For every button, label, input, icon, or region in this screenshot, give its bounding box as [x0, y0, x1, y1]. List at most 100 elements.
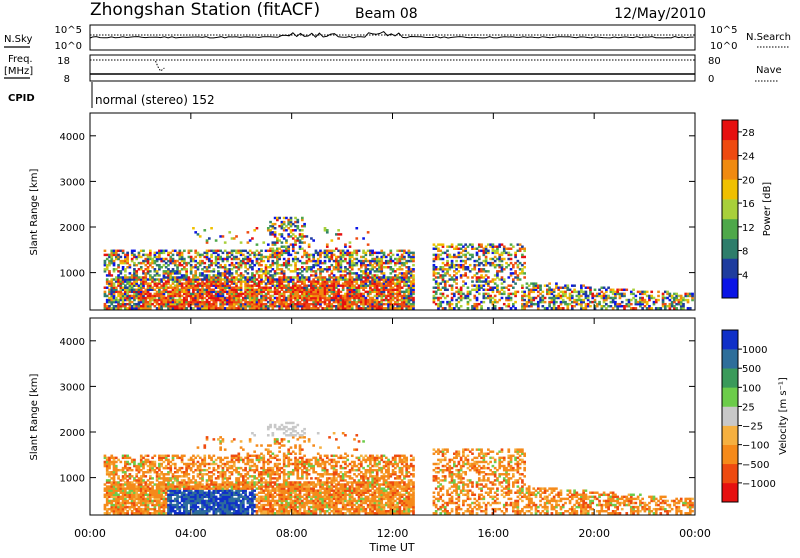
power-cell	[124, 274, 127, 276]
power-cell	[258, 280, 261, 282]
power-cell	[306, 276, 309, 278]
power-cell	[233, 287, 236, 289]
power-cell	[464, 272, 467, 274]
power-cell	[194, 270, 197, 272]
velocity-cell	[194, 479, 197, 481]
power-cell	[644, 299, 647, 301]
power-cell	[113, 250, 116, 252]
power-cell	[296, 272, 299, 274]
power-cell	[576, 291, 579, 293]
power-cell	[598, 293, 601, 295]
velocity-cell	[135, 479, 138, 481]
power-cell	[528, 289, 531, 291]
power-cell	[671, 295, 674, 297]
power-cell	[517, 264, 520, 266]
power-cell	[260, 287, 263, 289]
power-cell	[133, 289, 136, 291]
power-cell	[247, 256, 250, 258]
velocity-cell	[181, 455, 184, 457]
velocity-cell	[203, 492, 206, 494]
power-cell	[299, 233, 302, 235]
power-cell	[253, 264, 256, 266]
velocity-cell	[197, 481, 200, 483]
power-cell	[199, 289, 202, 291]
power-cell	[247, 241, 250, 243]
velocity-cell	[140, 475, 143, 477]
power-cell	[260, 250, 263, 252]
power-cell	[110, 250, 113, 252]
power-cell	[467, 307, 470, 309]
power-cell	[600, 295, 603, 297]
power-cell	[115, 276, 118, 278]
power-cell	[163, 264, 166, 266]
power-cell	[448, 254, 451, 256]
power-cell	[317, 252, 320, 254]
velocity-cell	[188, 473, 191, 475]
power-cell	[167, 252, 170, 254]
power-cell	[467, 258, 470, 260]
nave-dip	[156, 61, 165, 71]
velocity-cell	[119, 479, 122, 481]
power-cell	[571, 305, 574, 307]
power-cell	[269, 264, 272, 266]
power-cell	[380, 276, 383, 278]
velocity-cell	[126, 455, 129, 457]
power-cell	[358, 260, 361, 262]
power-cell	[519, 248, 522, 250]
power-cell	[278, 248, 281, 250]
velocity-cell	[149, 512, 152, 514]
velocity-cell	[160, 471, 163, 473]
power-cell	[571, 284, 574, 286]
power-cell	[122, 266, 125, 268]
power-cell	[378, 276, 381, 278]
power-cell	[199, 301, 202, 303]
power-cell	[471, 280, 474, 282]
power-cell	[494, 278, 497, 280]
power-cell	[294, 235, 297, 237]
power-cell	[353, 278, 356, 280]
power-cell	[110, 278, 113, 280]
velocity-cell	[144, 471, 147, 473]
power-cell	[473, 248, 476, 250]
power-cell	[482, 289, 485, 291]
velocity-cell	[197, 510, 200, 512]
power-cell	[464, 295, 467, 297]
power-cell	[396, 268, 399, 270]
velocity-cell	[104, 504, 107, 506]
power-cell	[464, 243, 467, 245]
power-cell	[494, 245, 497, 247]
power-cell	[274, 223, 277, 225]
power-cell	[408, 284, 411, 286]
power-cell	[501, 252, 504, 254]
power-cell	[487, 276, 490, 278]
power-cell	[546, 284, 549, 286]
power-cell	[392, 254, 395, 256]
velocity-cell	[201, 469, 204, 471]
velocity-cell	[147, 483, 150, 485]
power-cell	[460, 305, 463, 307]
power-cell	[154, 260, 157, 262]
power-cell	[231, 250, 234, 252]
velocity-cell	[124, 481, 127, 483]
power-cell	[478, 268, 481, 270]
power-cell	[290, 229, 293, 231]
power-cell	[451, 284, 454, 286]
power-cell	[294, 282, 297, 284]
power-cell	[344, 293, 347, 295]
power-cell	[346, 250, 349, 252]
power-cell	[158, 274, 161, 276]
velocity-cell	[174, 498, 177, 500]
power-cell	[367, 268, 370, 270]
power-cell	[135, 289, 138, 291]
power-cell	[133, 254, 136, 256]
power-cell	[412, 252, 415, 254]
power-cell	[276, 217, 279, 219]
power-cell	[358, 250, 361, 252]
power-cell	[178, 262, 181, 264]
power-cell	[453, 278, 456, 280]
power-cell	[154, 268, 157, 270]
power-cell	[183, 297, 186, 299]
power-cell	[106, 264, 109, 266]
power-cell	[104, 260, 107, 262]
power-cell	[310, 280, 313, 282]
